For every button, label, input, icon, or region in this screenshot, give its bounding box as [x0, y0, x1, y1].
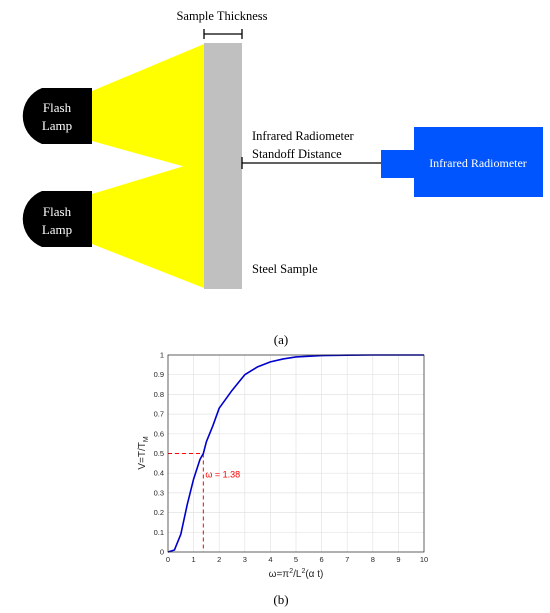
y-tick-label: 0.4: [154, 469, 164, 478]
plot-frame: [167, 354, 425, 553]
upper-flash-lamp-line1: Flash: [43, 100, 72, 115]
y-tick-label: 0.6: [154, 429, 164, 438]
setup-diagram: Flash Lamp Flash Lamp Sample Thickness I…: [22, 9, 543, 289]
x-tick-label: 5: [294, 555, 298, 564]
y-tick-labels: 0 0.1 0.2 0.3 0.4 0.5 0.6 0.7 0.8 0.9 1: [154, 351, 164, 557]
y-axis-label: V=T/TM: [137, 436, 150, 470]
lower-flash-lamp-line1: Flash: [43, 204, 72, 219]
y-tick-label: 0.2: [154, 508, 164, 517]
y-tick-label: 1: [160, 351, 164, 360]
infrared-radiometer: [414, 127, 543, 197]
x-tick-labels: 0 1 2 3 4 5 6 7 8 9 10: [166, 555, 428, 564]
y-tick-label: 0.9: [154, 370, 164, 379]
caption-b: (b): [273, 592, 288, 607]
upper-light-beam: [92, 44, 204, 172]
sample-thickness-label: Sample Thickness: [176, 9, 267, 23]
caption-a: (a): [274, 332, 288, 347]
x-tick-label: 4: [268, 555, 272, 564]
y-tick-label: 0.3: [154, 488, 164, 497]
upper-flash-lamp: [22, 88, 93, 144]
steel-sample: [204, 43, 242, 289]
radiometer-label: Infrared Radiometer: [429, 156, 527, 170]
y-tick-label: 0.5: [154, 449, 164, 458]
x-tick-label: 3: [243, 555, 247, 564]
lower-light-beam: [92, 160, 204, 288]
x-tick-label: 10: [420, 555, 428, 564]
lower-flash-lamp-line2: Lamp: [42, 222, 72, 237]
annotation: ω = 1.38: [168, 453, 240, 552]
lower-flash-lamp: [22, 191, 93, 247]
annotation-label: ω = 1.38: [205, 470, 240, 480]
standoff-distance-label-line1: Infrared Radiometer: [252, 129, 355, 143]
x-tick-label: 7: [345, 555, 349, 564]
x-tick-label: 9: [396, 555, 400, 564]
x-tick-label: 0: [166, 555, 170, 564]
x-tick-label: 8: [371, 555, 375, 564]
standoff-distance-line: [241, 157, 381, 169]
steel-sample-label: Steel Sample: [252, 262, 318, 276]
upper-flash-lamp-line2: Lamp: [42, 118, 72, 133]
x-tick-label: 1: [192, 555, 196, 564]
y-tick-label: 0.8: [154, 390, 164, 399]
y-tick-label: 0: [160, 548, 164, 557]
x-axis-label: ω=π2/L2(α t): [269, 568, 324, 580]
y-tick-label: 0.1: [154, 528, 164, 537]
radiometer-nozzle: [381, 150, 414, 178]
x-tick-label: 2: [217, 555, 221, 564]
standoff-distance-label-line2: Standoff Distance: [252, 147, 342, 161]
x-tick-label: 6: [320, 555, 324, 564]
chart: 0 1 2 3 4 5 6 7 8 9 10 0 0.1 0.2 0.3 0.4 0.5 0.6 0.7 0.8 0.…: [137, 351, 428, 581]
y-tick-label: 0.7: [154, 410, 164, 419]
thickness-bracket: [203, 29, 243, 39]
